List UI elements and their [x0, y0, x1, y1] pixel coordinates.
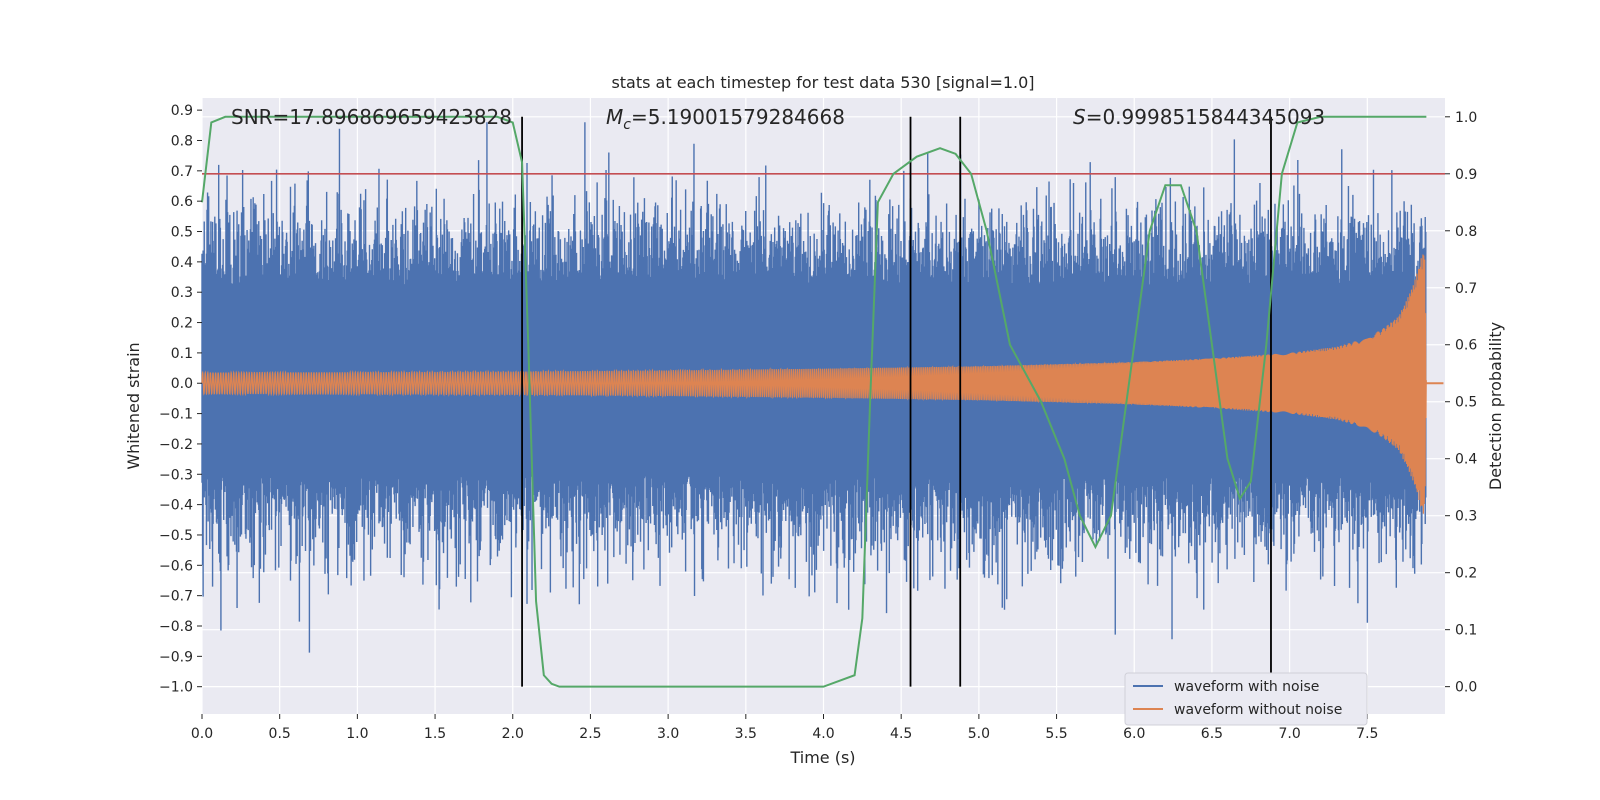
y-tick-label: 0.5 [171, 225, 193, 241]
y2-tick-label: 0.0 [1455, 680, 1477, 696]
x-tick-label: 0.0 [191, 726, 213, 742]
legend: waveform with noise waveform without noi… [1124, 672, 1368, 726]
legend-box [1124, 672, 1368, 726]
x-tick-label: 5.5 [1045, 726, 1067, 742]
y-tick-label: 0.3 [171, 285, 193, 301]
legend-label-noise: waveform with noise [1174, 679, 1319, 695]
x-tick-label: 6.5 [1201, 726, 1223, 742]
y-tick-label: 0.6 [171, 194, 193, 210]
s-annotation: S=0.9998515844345093 [1073, 105, 1325, 129]
y-tick-label: −1.0 [159, 680, 193, 696]
y-tick-label: −0.8 [159, 619, 193, 635]
y2-tick-label: 0.1 [1455, 623, 1477, 639]
x-tick-label: 1.5 [424, 726, 446, 742]
x-tick-label: 1.0 [346, 726, 368, 742]
x-tick-label: 4.5 [890, 726, 912, 742]
y2-axis-ticks: 1.0 0.9 0.8 0.7 0.6 0.5 0.4 0.3 0.2 0.1 0.0 [1445, 110, 1477, 696]
event-markers [521, 116, 1272, 687]
y-tick-label: 0.8 [171, 133, 193, 149]
y-tick-label: 0.1 [171, 346, 193, 362]
y2-tick-label: 0.4 [1455, 452, 1477, 468]
y2-tick-label: 0.5 [1455, 395, 1477, 411]
x-tick-label: 4.0 [812, 726, 834, 742]
detection-probability-line [201, 115, 1427, 688]
x-tick-label: 5.0 [968, 726, 990, 742]
y2-tick-label: 0.3 [1455, 509, 1477, 525]
x-tick-label: 3.0 [657, 726, 679, 742]
y-tick-label: −0.7 [159, 589, 193, 605]
x-tick-label: 7.5 [1356, 726, 1378, 742]
x-tick-label: 7.0 [1278, 726, 1300, 742]
y2-tick-label: 0.2 [1455, 566, 1477, 582]
x-tick-label: 6.0 [1123, 726, 1145, 742]
y2-tick-label: 1.0 [1455, 110, 1477, 126]
y2-axis-label: Detection probability [1486, 322, 1505, 490]
x-axis-ticks: 0.0 0.5 1.0 1.5 2.0 2.5 3.0 3.5 4.0 4.5 5.0 5.5 6.0 6… [191, 714, 1378, 742]
y-tick-label: 0.7 [171, 164, 193, 180]
y-tick-label: 0.0 [171, 376, 193, 392]
chart-title: stats at each timestep for test data 530… [611, 73, 1034, 92]
y-tick-label: −0.9 [159, 649, 193, 665]
y2-tick-label: 0.6 [1455, 338, 1477, 354]
legend-label-clean: waveform without noise [1174, 702, 1342, 718]
y-tick-label: 0.9 [171, 103, 193, 119]
waveform-without-noise-series [201, 254, 1444, 514]
y-tick-label: 0.4 [171, 255, 193, 271]
y-tick-label: −0.3 [159, 467, 193, 483]
y-axis-label: Whitened strain [124, 342, 143, 469]
y2-tick-label: 0.7 [1455, 281, 1477, 297]
y-tick-label: 0.2 [171, 316, 193, 332]
y-tick-label: −0.6 [159, 558, 193, 574]
snr-annotation: SNR=17.896869659423828 [231, 105, 512, 129]
x-axis-label: Time (s) [789, 748, 855, 767]
y-tick-label: −0.1 [159, 407, 193, 423]
x-tick-label: 2.5 [579, 726, 601, 742]
clean-chirp-line [201, 254, 1427, 514]
x-tick-label: 3.5 [735, 726, 757, 742]
y2-tick-label: 0.8 [1455, 224, 1477, 240]
x-tick-label: 2.0 [502, 726, 524, 742]
y-tick-label: −0.4 [159, 498, 193, 514]
mc-annotation: Mc=5.19001579284668 [606, 105, 845, 133]
x-tick-label: 0.5 [269, 726, 291, 742]
y2-tick-label: 0.9 [1455, 167, 1477, 183]
y-tick-label: −0.2 [159, 437, 193, 453]
y-tick-label: −0.5 [159, 528, 193, 544]
y-axis-ticks: 0.9 0.8 0.7 0.6 0.5 0.4 0.3 0.2 0.1 0.0 −0.1 −0.2 −0… [159, 103, 202, 696]
